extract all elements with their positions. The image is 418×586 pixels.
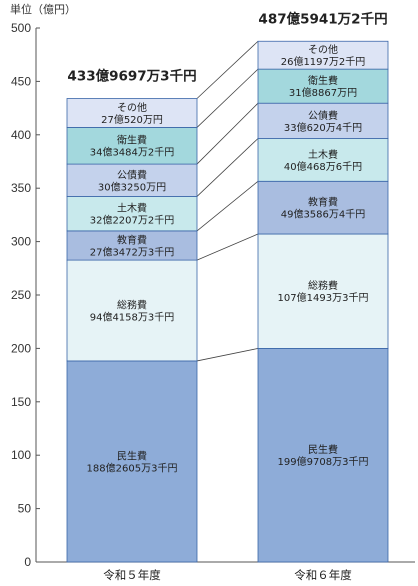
y-tick-label: 300 [11, 235, 31, 249]
segment-labels: 民生費188億2605万3千円総務費94億4158万3千円教育費27億3472万… [87, 43, 369, 474]
bar-total-label: 487億5941万2千円 [258, 10, 387, 27]
bar-segment [257, 40, 389, 70]
bar-segment [66, 230, 198, 261]
y-tick-label: 0 [24, 555, 31, 569]
connector-line [196, 138, 259, 197]
bar-segment [257, 233, 389, 349]
bar-segment [66, 259, 198, 362]
bar-total-label: 433億9697万3千円 [67, 68, 196, 85]
y-tick-label: 150 [11, 395, 31, 409]
segment-category-label: 民生費 [308, 443, 338, 456]
segment-category-label: 公債費 [308, 109, 338, 122]
connector-line [196, 68, 259, 128]
connector-lines [196, 40, 259, 362]
bar-segments [66, 40, 389, 563]
segment-category-label: 公債費 [117, 168, 147, 181]
segment-value-label: 27億520万円 [101, 113, 163, 126]
y-tick-label: 100 [11, 448, 31, 462]
segment-value-label: 107億1493万3千円 [278, 291, 369, 304]
y-tick-label: 500 [11, 21, 31, 35]
segment-value-label: 31億8867万円 [289, 86, 357, 99]
unit-label: 単位（億円） [10, 2, 76, 16]
segment-category-label: その他 [117, 101, 147, 114]
segment-category-label: 衛生費 [117, 134, 147, 147]
bar-segment [66, 126, 198, 165]
segment-category-label: 土木費 [117, 202, 147, 215]
bar-segment [257, 68, 389, 104]
segment-category-label: 民生費 [117, 449, 147, 462]
segment-value-label: 94億4158万3千円 [90, 311, 175, 324]
segment-value-label: 26億1197万2千円 [281, 55, 366, 68]
connector-line [196, 348, 259, 362]
connector-line [196, 180, 259, 232]
bar-segment [257, 102, 389, 139]
segment-value-label: 188億2605万3千円 [87, 461, 178, 474]
bar-segment [257, 138, 389, 182]
bar-segment [66, 98, 198, 128]
x-category-label: 令和６年度 [294, 568, 352, 582]
segment-category-label: 土木費 [308, 148, 338, 161]
segment-value-label: 27億3472万3千円 [90, 245, 175, 258]
segment-category-label: 教育費 [308, 196, 338, 209]
connector-line [196, 233, 259, 261]
y-tick-label: 200 [11, 341, 31, 355]
bar-segment [257, 348, 389, 563]
segment-value-label: 33億620万4千円 [284, 121, 362, 134]
segment-value-label: 199億9708万3千円 [278, 455, 369, 468]
segment-category-label: その他 [308, 43, 338, 56]
bar-segment [66, 163, 198, 197]
segment-value-label: 49億3586万4千円 [281, 208, 366, 221]
bar-segment [66, 360, 198, 563]
connector-line [196, 102, 259, 165]
bar-segment [257, 180, 389, 235]
connector-line [196, 40, 259, 99]
segment-category-label: 教育費 [117, 233, 147, 246]
segment-value-label: 34億3484万2千円 [90, 146, 175, 159]
segment-value-label: 40億468万6千円 [284, 160, 362, 173]
segment-category-label: 衛生費 [308, 74, 338, 87]
segment-category-label: 総務費 [308, 279, 338, 292]
y-axis: 0 50 100 150 200 250 300 350 400 450 500 [11, 21, 415, 569]
x-category-label: 令和５年度 [103, 568, 161, 582]
segment-category-label: 総務費 [117, 299, 147, 312]
y-tick-label: 50 [18, 502, 32, 516]
segment-value-label: 30億3250万円 [98, 180, 166, 193]
y-tick-label: 350 [11, 181, 31, 195]
y-tick-label: 250 [11, 288, 31, 302]
segment-value-label: 32億2207万2千円 [90, 214, 175, 227]
category-labels: 令和５年度 令和６年度 [103, 568, 352, 582]
y-tick-label: 450 [11, 74, 31, 88]
y-tick-label: 400 [11, 128, 31, 142]
bar-totals: 433億9697万3千円 487億5941万2千円 [67, 10, 387, 84]
